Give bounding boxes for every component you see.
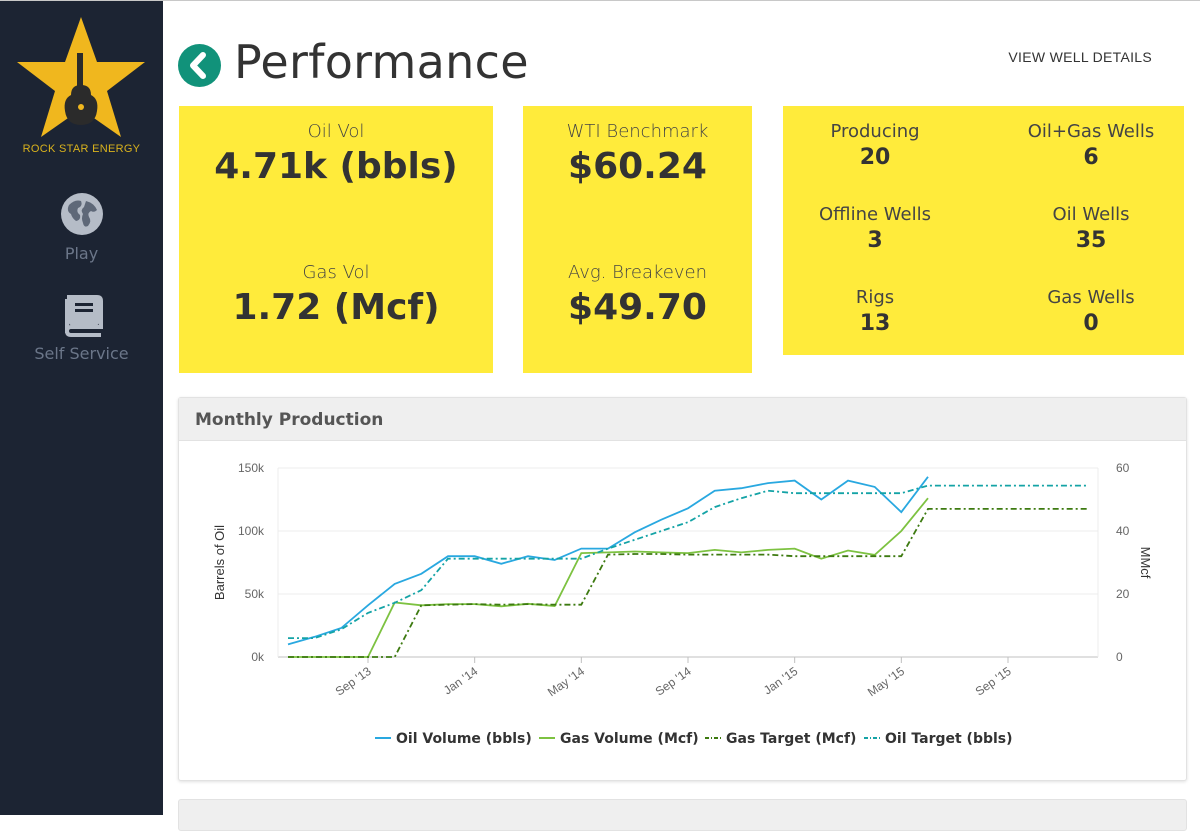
- y2-tick-label: 40: [1116, 524, 1130, 538]
- stat-label: Oil Wells: [1052, 204, 1130, 225]
- panel-header: Monthly Production: [179, 398, 1186, 441]
- legend-item: Oil Target (bbls): [885, 731, 1013, 747]
- stat-value: 3: [867, 228, 883, 253]
- globe-icon: [60, 193, 103, 235]
- back-button[interactable]: [178, 44, 221, 87]
- stat-offline-wells: Offline Wells 3: [775, 204, 975, 253]
- x-tick-label: May '15: [865, 664, 907, 700]
- breakeven-label: Avg. Breakeven: [567, 262, 708, 283]
- sidebar-item-self-service[interactable]: Self Service: [0, 291, 163, 363]
- wells-card: Producing 20 Oil+Gas Wells 6 Offline Wel…: [783, 106, 1184, 355]
- production-chart: 0k 0 50k 20 100k 40 150k 60 Sep '13 Jan '14 May '1…: [212, 461, 1153, 747]
- series-line-oil-target-bbls: [288, 484, 1088, 640]
- wti-benchmark-metric: WTI Benchmark $60.24: [523, 121, 752, 187]
- stat-value: 6: [1083, 145, 1099, 170]
- sidebar-item-label: Play: [64, 244, 99, 263]
- y2-tick-label: 60: [1116, 461, 1130, 475]
- stat-label: Oil+Gas Wells: [1027, 121, 1155, 142]
- wti-benchmark-value: $60.24: [568, 146, 707, 187]
- x-tick-label: May '14: [545, 664, 587, 700]
- stat-label: Offline Wells: [819, 204, 931, 225]
- sidebar: ROCK STAR ENERGY Play Self Service: [0, 1, 163, 815]
- y-tick-label: 100k: [238, 524, 265, 538]
- y-axis-title: Barrels of Oil: [212, 525, 227, 600]
- sidebar-item-play[interactable]: Play: [0, 191, 163, 263]
- x-tick-label: Sep '15: [973, 664, 1014, 699]
- next-panel: [178, 799, 1187, 831]
- price-card: WTI Benchmark $60.24 Avg. Breakeven $49.…: [523, 106, 752, 373]
- x-tick-label: Jan '14: [441, 664, 481, 698]
- stat-label: Producing: [830, 121, 920, 142]
- gas-volume-label: Gas Vol: [302, 262, 370, 283]
- stat-rigs: Rigs 13: [775, 287, 975, 336]
- stat-oil-wells: Oil Wells 35: [991, 204, 1191, 253]
- chevron-left-icon: [190, 52, 206, 79]
- oil-volume-label: Oil Vol: [307, 121, 365, 142]
- stat-label: Gas Wells: [1047, 287, 1135, 308]
- brand-logo[interactable]: ROCK STAR ENERGY: [0, 15, 163, 165]
- chart-title: Monthly Production: [195, 410, 384, 430]
- stat-value: 0: [1083, 311, 1099, 336]
- breakeven-metric: Avg. Breakeven $49.70: [523, 262, 752, 328]
- y-tick-label: 50k: [245, 587, 265, 601]
- stat-value: 35: [1075, 228, 1107, 253]
- brand-name: ROCK STAR ENERGY: [22, 143, 141, 155]
- y2-axis-title: MMcf: [1138, 547, 1153, 579]
- oil-volume-metric: Oil Vol 4.71k (bbls): [179, 121, 493, 187]
- y2-tick-label: 20: [1116, 587, 1130, 601]
- series-line-oil-volume-bbls: [287, 476, 929, 646]
- view-well-details-link[interactable]: VIEW WELL DETAILS: [1008, 49, 1152, 65]
- book-icon: [64, 295, 103, 337]
- y-tick-label: 0k: [251, 650, 265, 664]
- stat-value: 13: [859, 311, 891, 336]
- series-line-gas-volume-mcf: [288, 497, 929, 658]
- x-tick-label: Jan '15: [761, 664, 801, 698]
- gas-volume-value: 1.72 (Mcf): [232, 287, 440, 328]
- sidebar-item-label: Self Service: [34, 344, 129, 363]
- stat-oil-gas-wells: Oil+Gas Wells 6: [991, 121, 1191, 170]
- volume-card: Oil Vol 4.71k (bbls) Gas Vol 1.72 (Mcf): [179, 106, 493, 373]
- stat-value: 20: [859, 145, 891, 170]
- star-guitar-logo-icon: [17, 17, 145, 137]
- wti-benchmark-label: WTI Benchmark: [566, 121, 709, 142]
- page-title: Performance: [234, 35, 529, 89]
- stat-gas-wells: Gas Wells 0: [991, 287, 1191, 336]
- x-tick-label: Sep '14: [653, 664, 694, 699]
- stat-label: Rigs: [855, 287, 895, 308]
- oil-volume-value: 4.71k (bbls): [214, 146, 458, 187]
- legend-item: Oil Volume (bbls): [396, 731, 532, 747]
- y-tick-label: 150k: [238, 461, 265, 475]
- legend-item: Gas Target (Mcf): [726, 731, 856, 747]
- series-line-gas-target-mcf: [288, 508, 1088, 658]
- breakeven-value: $49.70: [568, 287, 707, 328]
- stat-producing: Producing 20: [775, 121, 975, 170]
- monthly-production-panel: Monthly Production 0k 0 50k 20 100k 40 150k 60 S…: [178, 397, 1187, 781]
- gas-volume-metric: Gas Vol 1.72 (Mcf): [179, 262, 493, 328]
- legend-item: Gas Volume (Mcf): [560, 731, 699, 747]
- x-tick-label: Sep '13: [333, 664, 374, 699]
- y2-tick-label: 0: [1116, 650, 1123, 664]
